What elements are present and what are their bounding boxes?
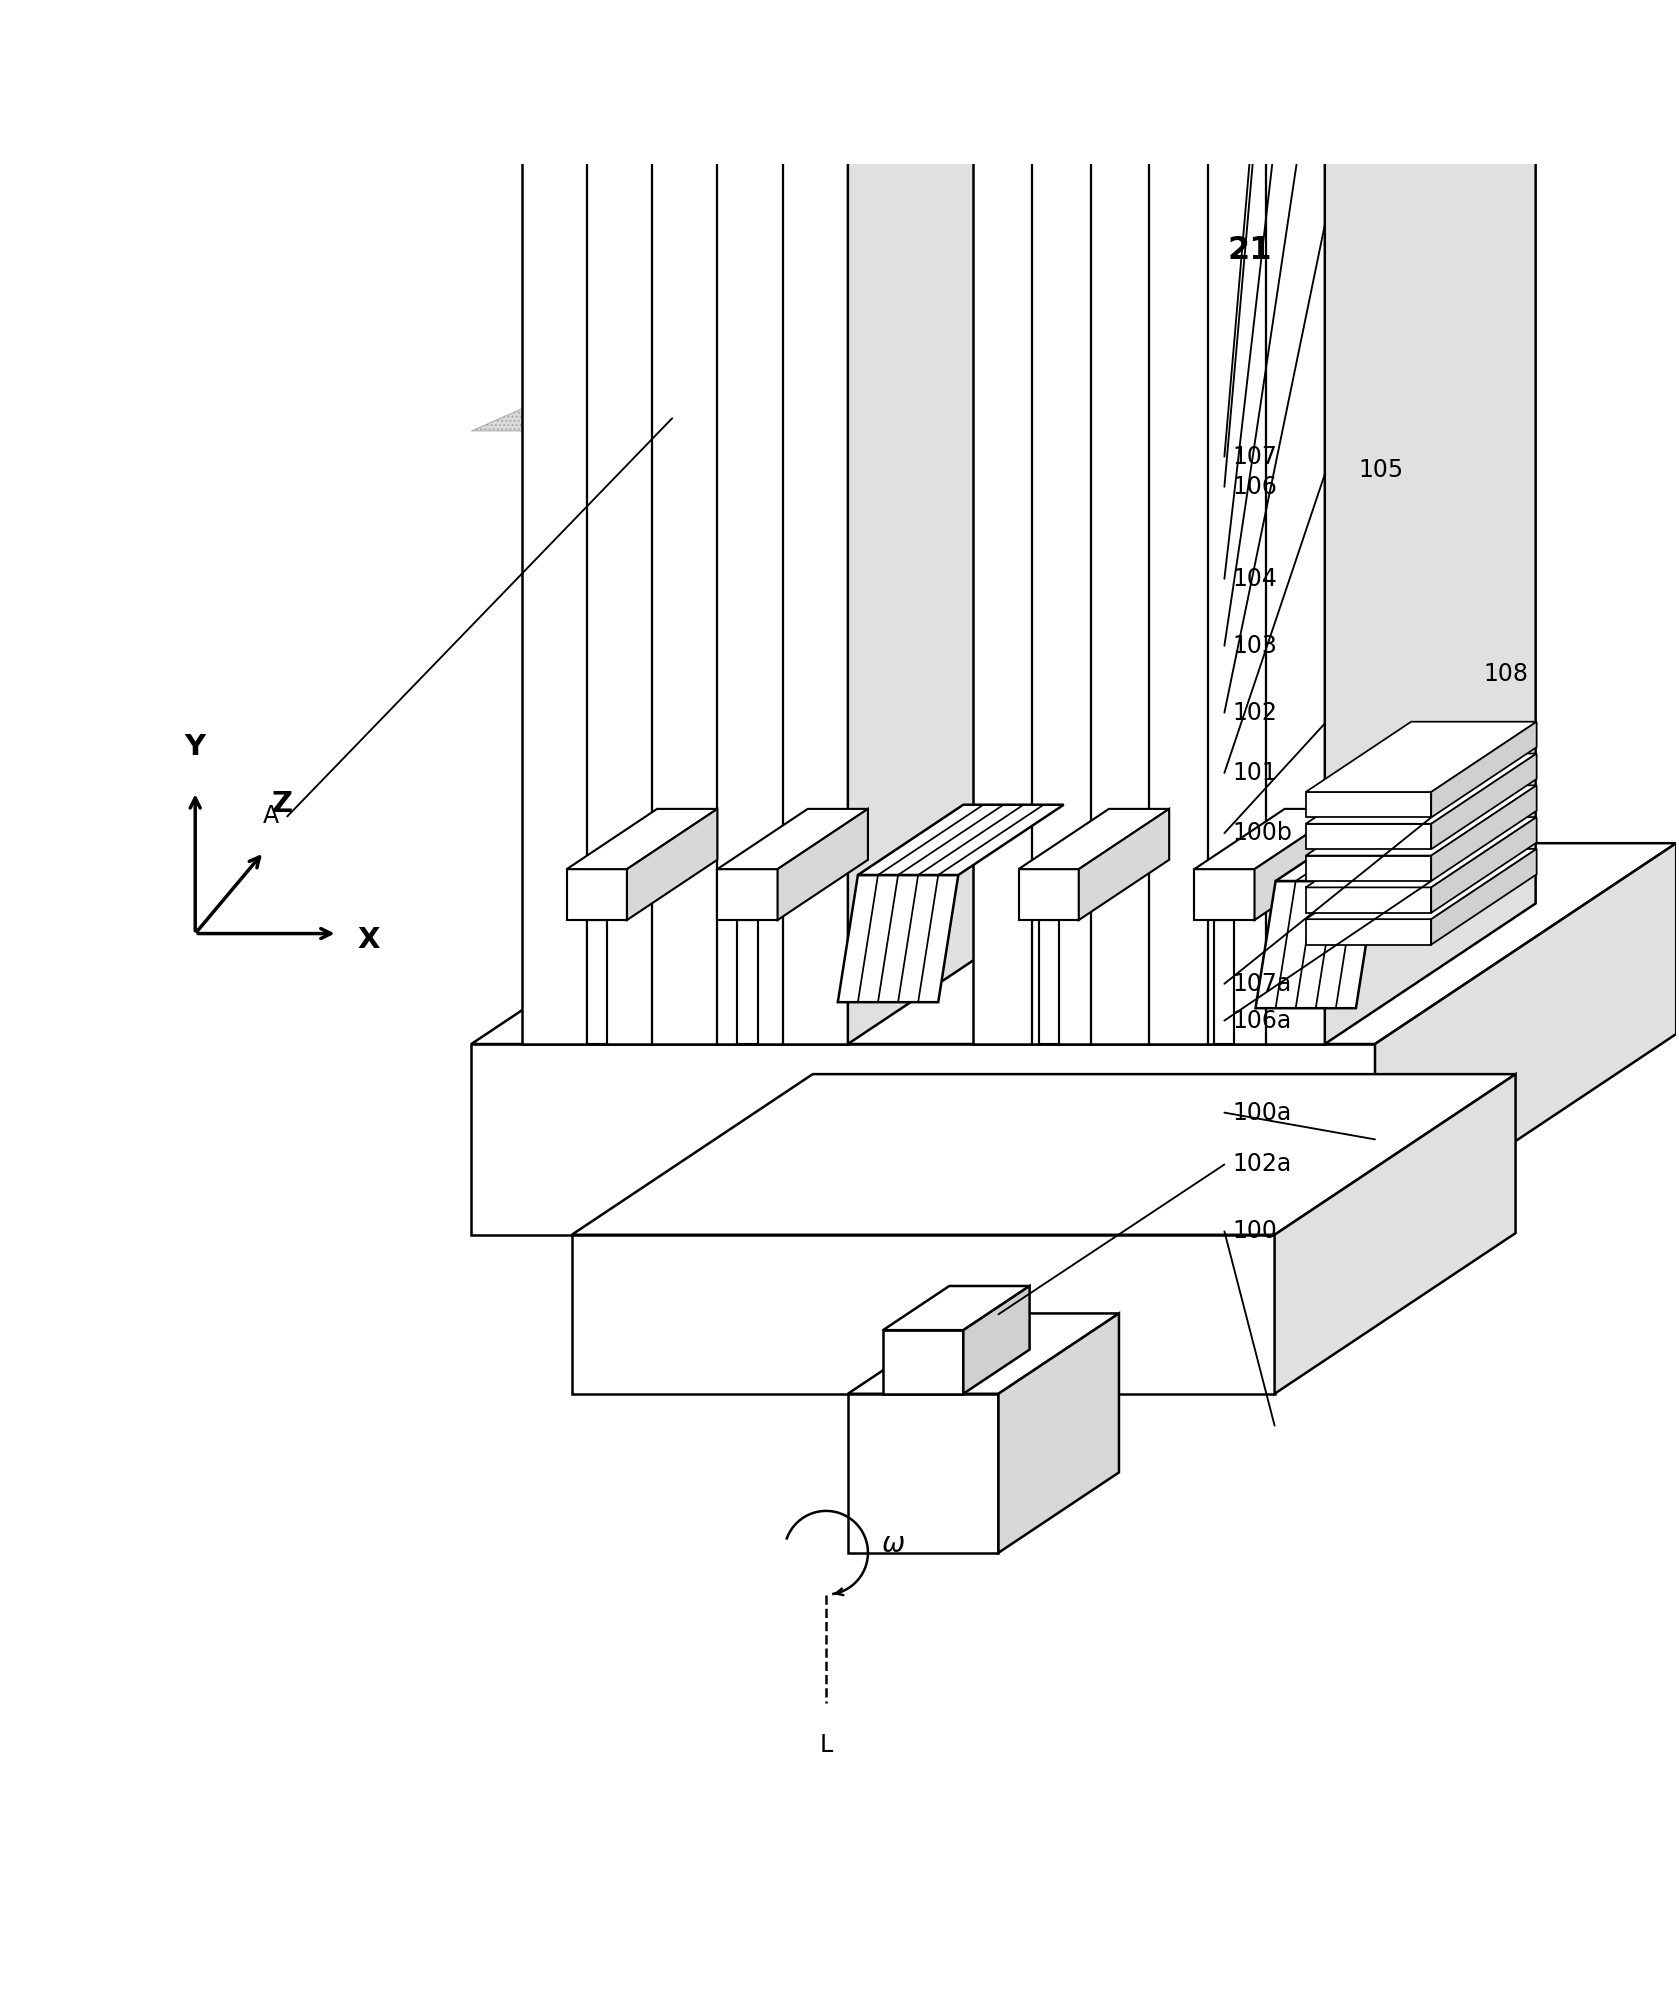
Polygon shape bbox=[1194, 868, 1254, 920]
Polygon shape bbox=[573, 1235, 1274, 1395]
Polygon shape bbox=[1306, 918, 1431, 944]
Text: Y: Y bbox=[185, 732, 207, 760]
Polygon shape bbox=[848, 1395, 999, 1553]
Polygon shape bbox=[1431, 784, 1536, 880]
Polygon shape bbox=[522, 0, 848, 1045]
Polygon shape bbox=[1431, 754, 1536, 848]
Polygon shape bbox=[848, 0, 1059, 1045]
Text: 108: 108 bbox=[1484, 662, 1530, 686]
Polygon shape bbox=[586, 920, 606, 1045]
Polygon shape bbox=[568, 868, 626, 920]
Text: 107a: 107a bbox=[1232, 972, 1293, 996]
Polygon shape bbox=[1306, 824, 1431, 848]
Polygon shape bbox=[1019, 868, 1080, 920]
Polygon shape bbox=[1276, 810, 1481, 880]
Polygon shape bbox=[1306, 754, 1536, 824]
Polygon shape bbox=[717, 808, 868, 868]
Polygon shape bbox=[1306, 886, 1431, 912]
Polygon shape bbox=[1039, 920, 1059, 1045]
Text: 21: 21 bbox=[1227, 236, 1271, 266]
Polygon shape bbox=[1306, 848, 1536, 918]
Polygon shape bbox=[1375, 842, 1676, 1235]
Polygon shape bbox=[626, 808, 717, 920]
Polygon shape bbox=[848, 1313, 1118, 1395]
Text: 106: 106 bbox=[1232, 474, 1278, 498]
Polygon shape bbox=[1080, 808, 1169, 920]
Polygon shape bbox=[777, 808, 868, 920]
Text: 102: 102 bbox=[1232, 700, 1278, 724]
Polygon shape bbox=[1306, 784, 1536, 856]
Text: 103: 103 bbox=[1232, 634, 1278, 658]
Polygon shape bbox=[1431, 848, 1536, 944]
Polygon shape bbox=[964, 1287, 1029, 1395]
Polygon shape bbox=[717, 868, 777, 920]
Polygon shape bbox=[737, 920, 757, 1045]
Polygon shape bbox=[999, 1313, 1118, 1553]
Polygon shape bbox=[1306, 856, 1431, 880]
Text: 100b: 100b bbox=[1232, 820, 1293, 844]
Polygon shape bbox=[1431, 722, 1536, 818]
Polygon shape bbox=[472, 226, 1385, 430]
Polygon shape bbox=[858, 804, 1064, 874]
Polygon shape bbox=[1431, 816, 1536, 912]
Text: 102a: 102a bbox=[1232, 1153, 1293, 1177]
Polygon shape bbox=[883, 1287, 1029, 1331]
Polygon shape bbox=[1214, 920, 1234, 1045]
Text: L: L bbox=[819, 1733, 833, 1757]
Polygon shape bbox=[472, 1045, 1375, 1235]
Polygon shape bbox=[1194, 808, 1345, 868]
Text: 106a: 106a bbox=[1232, 1009, 1293, 1033]
Polygon shape bbox=[573, 1075, 1516, 1235]
Polygon shape bbox=[568, 808, 717, 868]
Text: 107: 107 bbox=[1232, 444, 1278, 468]
Polygon shape bbox=[1254, 808, 1345, 920]
Text: Z: Z bbox=[272, 790, 294, 818]
Text: 100: 100 bbox=[1232, 1219, 1278, 1243]
Text: 101: 101 bbox=[1232, 760, 1278, 784]
Text: X: X bbox=[358, 926, 379, 954]
Polygon shape bbox=[883, 1331, 964, 1395]
Polygon shape bbox=[838, 874, 959, 1003]
Text: A: A bbox=[264, 804, 279, 828]
Text: 104: 104 bbox=[1232, 566, 1278, 590]
Polygon shape bbox=[1306, 792, 1431, 818]
Text: 100a: 100a bbox=[1232, 1101, 1293, 1125]
Polygon shape bbox=[1306, 722, 1536, 792]
Text: 105: 105 bbox=[1358, 458, 1404, 482]
Polygon shape bbox=[1325, 0, 1536, 1045]
Polygon shape bbox=[1256, 880, 1377, 1009]
Text: $\omega$: $\omega$ bbox=[881, 1531, 905, 1559]
Polygon shape bbox=[1019, 808, 1169, 868]
Polygon shape bbox=[1306, 816, 1536, 886]
Polygon shape bbox=[974, 0, 1325, 1045]
Polygon shape bbox=[1274, 1075, 1516, 1395]
Polygon shape bbox=[472, 842, 1676, 1045]
